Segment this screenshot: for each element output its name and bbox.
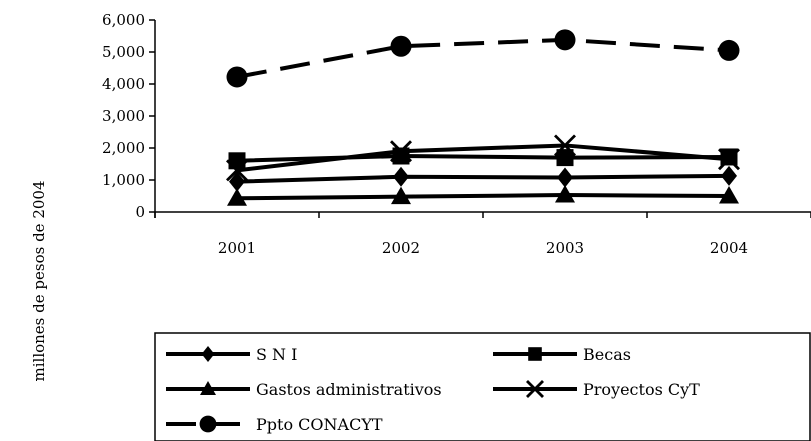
y-axis-label: millones de pesos de 2004: [30, 181, 48, 382]
x-tick-label: 2002: [382, 239, 420, 257]
legend-item: S N I: [166, 345, 297, 364]
data-point: [555, 29, 576, 50]
legend: S N I Becas Gastos administrativos Proyecto…: [155, 333, 810, 441]
series-line: [237, 195, 729, 198]
legend-marker: [528, 347, 542, 361]
data-point: [227, 66, 248, 87]
data-point: [719, 40, 740, 61]
legend-label: Proyectos CyT: [583, 380, 700, 399]
legend-marker: [200, 416, 217, 433]
x-tick-label: 2004: [710, 239, 748, 257]
legend-label: Gastos administrativos: [256, 380, 442, 399]
legend-label: Ppto CONACYT: [256, 415, 383, 434]
y-tick-label: 3,000: [102, 107, 145, 125]
y-tick-label: 5,000: [102, 43, 145, 61]
data-point: [393, 167, 409, 187]
data-point: [229, 152, 246, 169]
plot-area: 0 1,000 2,000 3,000 4,000 5,000 6,000 2001 2002 2…: [102, 11, 811, 257]
x-tick-label: 2001: [218, 239, 256, 257]
series-4: [227, 29, 740, 87]
y-tick-label: 4,000: [102, 75, 145, 93]
series-group: [227, 29, 740, 205]
legend-item: Proyectos CyT: [493, 380, 700, 399]
legend-label: S N I: [256, 345, 297, 364]
legend-box: [155, 333, 810, 441]
data-point: [557, 167, 573, 187]
series-0: [229, 166, 737, 192]
x-tick-label: 2003: [546, 239, 584, 257]
legend-marker: [202, 346, 215, 362]
y-tick-label: 1,000: [102, 171, 145, 189]
legend-label: Becas: [583, 345, 631, 364]
legend-item: Gastos administrativos: [166, 380, 442, 399]
series-line: [237, 176, 729, 182]
legend-item: Ppto CONACYT: [166, 415, 383, 434]
y-tick-label: 6,000: [102, 11, 145, 29]
y-tick-label: 0: [135, 203, 145, 221]
legend-item: Becas: [493, 345, 631, 364]
y-tick-label: 2,000: [102, 139, 145, 157]
series-1: [229, 148, 738, 170]
data-point: [391, 36, 412, 57]
series-2: [227, 185, 739, 206]
data-point: [721, 166, 737, 186]
series-line: [237, 40, 729, 77]
